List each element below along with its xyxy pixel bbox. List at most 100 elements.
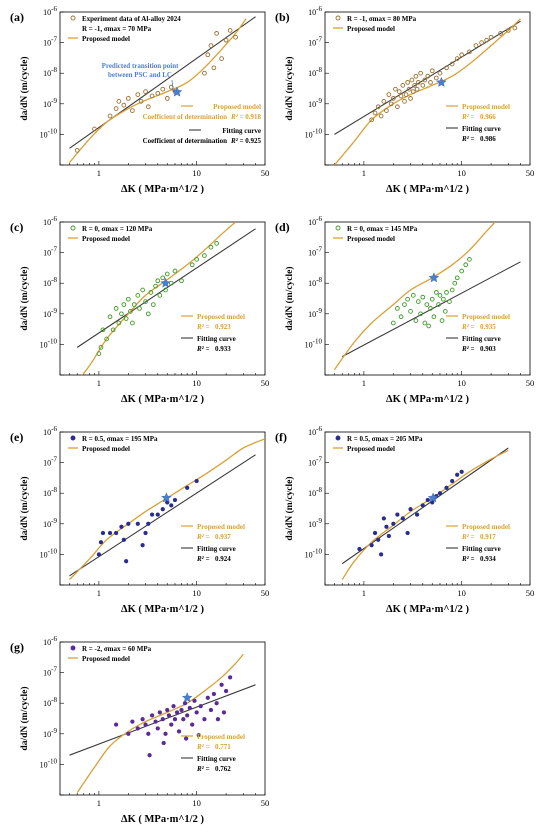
data-point [396,89,402,94]
data-point [402,302,407,307]
legend-marker [335,15,341,21]
fitting-r2-value: 0.762 [215,765,231,773]
proposed-r2-value: 0.966 [480,113,496,121]
x-tick-label: 50 [261,378,270,388]
data-point [74,148,80,153]
x-tick-label: 10 [457,588,466,598]
legend-label: Proposed model [82,445,130,453]
y-tick-label: 10-6 [308,425,322,437]
legend-label: R = 0, σmax = 145 MPa [347,225,418,233]
data-point [113,306,119,311]
data-point [227,28,233,33]
y-tick-label: 10-6 [43,5,57,17]
legend-label: Proposed model [347,25,395,33]
data-point [205,52,211,58]
data-point [130,320,135,326]
fitting-r2-prefix: Coefficient of determination [143,137,227,145]
data-point [143,89,148,94]
panel-label: (c) [10,220,23,234]
fitting-r2-value: 0.933 [215,345,231,353]
data-point [171,704,176,709]
x-tick-label: 50 [526,378,535,388]
x-axis-label: ΔK ( MPa·m^1/2 ) [386,394,469,405]
y-tick-label: 10-6 [308,5,322,17]
data-point [160,275,166,281]
legend-label: R = -1, σmax = 70 MPa [82,25,152,33]
data-point [390,96,396,101]
data-point [418,70,423,76]
data-point [372,530,378,536]
fitting-curve-label: Fitting curve [462,335,501,343]
data-point [227,675,233,680]
y-tick-label: 10-8 [43,486,57,498]
data-point [107,113,113,119]
data-point [174,710,180,715]
data-point [459,268,465,274]
data-point [135,726,140,731]
data-point [176,729,182,734]
legend-label: R = 0.5, σmax = 195 MPa [82,435,158,443]
data-point [398,93,404,99]
fitting-curve-label: Fitting curve [197,545,236,553]
fitting-r2-symbol: R² = [196,765,210,773]
data-point [425,497,430,503]
fitting-curve-label: Fitting curve [197,755,236,763]
data-point [169,722,174,727]
y-tick-label: 10-9 [43,307,57,319]
data-point [125,96,131,101]
data-point [436,302,441,307]
data-point [357,546,362,552]
data-point [155,278,161,284]
data-point [454,56,460,61]
data-point [505,28,511,33]
data-point [449,61,455,67]
data-point [116,99,122,104]
proposed-r2-value: 0.918 [245,113,261,121]
data-point [412,83,417,88]
data-point [428,306,433,311]
legend-marker [70,15,76,21]
data-point [179,278,184,284]
data-point [393,86,398,92]
plot-content [76,222,256,375]
data-point [215,717,221,722]
data-point [150,302,156,307]
chart-panel-7: 1 10 50 10-10 10-9 10-8 10-7 10-6 ΔK ( MPa·m^1/2… [10,635,269,825]
data-point [484,37,489,43]
data-point [449,287,455,293]
data-point [381,516,387,521]
data-point [395,104,400,110]
data-point [459,52,465,58]
fitting-r2-symbol: R² = [196,555,210,563]
x-axis-label: ΔK ( MPa·m^1/2 ) [121,184,204,195]
y-tick-label: 10-10 [305,547,323,559]
data-point [211,691,217,697]
data-point [512,25,518,31]
data-point [431,314,437,320]
legend-marker [70,645,76,651]
proposed-r2-value: 0.771 [215,743,231,751]
legend-label: R = -2, σmax = 60 MPa [82,645,152,653]
chart-panel-6: 1 10 50 10-10 10-9 10-8 10-7 10-6 ΔK ( MPa·m^1/2… [275,425,534,615]
data-point [137,306,142,311]
data-point [413,73,419,79]
y-tick-label: 10-7 [308,456,322,468]
data-point [386,92,392,97]
data-point [388,101,394,107]
fitting-curve-label: Fitting curve [222,127,261,135]
proposed-r2-symbol: R² = [196,533,210,541]
data-point [398,314,404,320]
data-point [155,726,160,731]
y-axis-label: da/dN (m/cycle) [284,56,295,120]
data-point [376,537,381,542]
data-point [92,126,97,132]
data-point [187,705,192,711]
legend-marker [70,435,76,441]
data-point [155,90,161,96]
legend-label: Experiment data of Al-alloy 2024 [82,15,181,23]
data-point [143,722,148,727]
y-tick-label: 10-8 [43,276,57,288]
transition-star-marker [428,272,440,283]
data-point [208,707,214,713]
y-axis-label: da/dN (m/cycle) [284,266,295,330]
